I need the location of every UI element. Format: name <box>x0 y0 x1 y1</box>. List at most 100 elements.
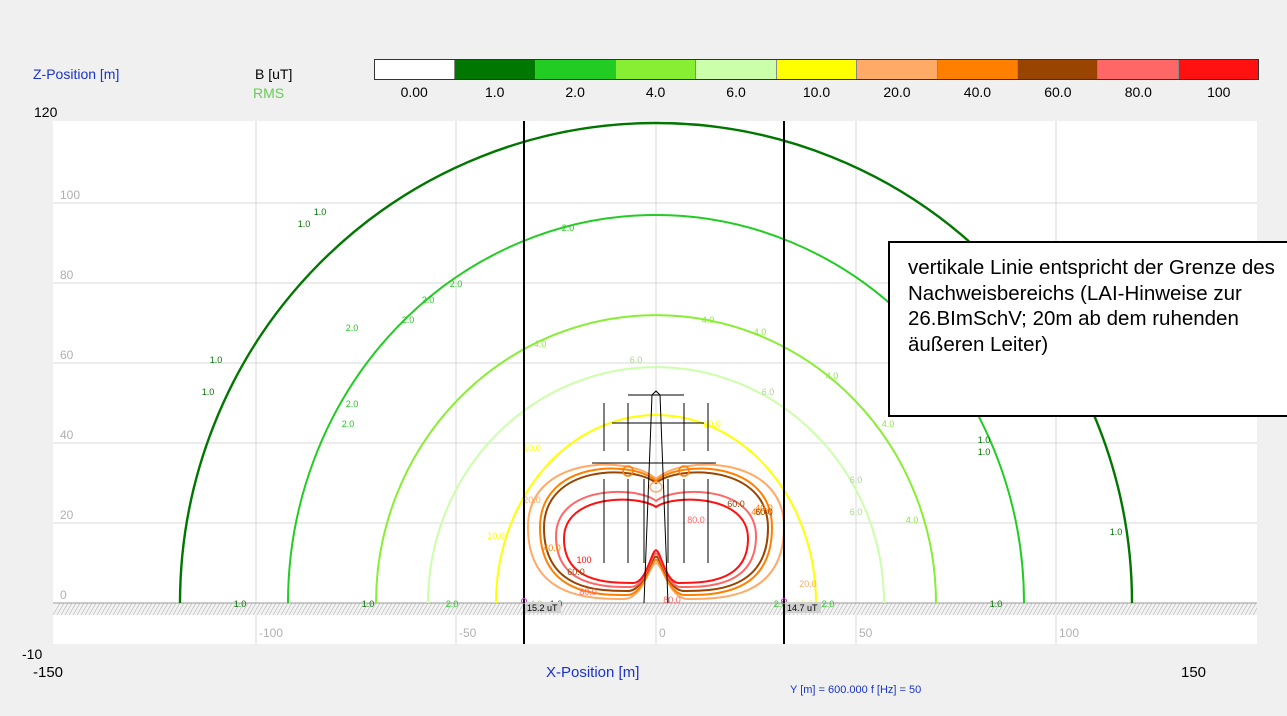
contour-label: 6.0 <box>850 507 863 517</box>
ground-hatch <box>53 602 1257 616</box>
legend-label: 20.0 <box>883 84 911 100</box>
y-axis-max-label: 120 <box>34 104 58 120</box>
ground-hatch-lines <box>53 602 1257 616</box>
contour-label: 60.0 <box>727 499 745 509</box>
plot-area: -100 -50 0 50 100 0 20 40 60 80 100 1.0 1.0 1.0 1.0 1.0… <box>53 121 1287 644</box>
contour-label: 1.0 <box>978 435 991 445</box>
y-tick-label: 0 <box>60 588 67 602</box>
contour-label: 4.0 <box>826 371 839 381</box>
x-tick-label: -100 <box>259 626 283 640</box>
contour-label: 2.0 <box>346 399 359 409</box>
contour-label: 1.0 <box>362 599 375 609</box>
contour-label: 2.0 <box>342 419 355 429</box>
tower-mast <box>643 390 669 604</box>
color-legend <box>374 59 1259 80</box>
conductor-loop <box>678 465 690 477</box>
y-tick-label: 60 <box>60 348 74 362</box>
tower <box>592 390 716 604</box>
legend-swatch <box>455 60 536 79</box>
ground-marker-box <box>785 602 821 613</box>
contour-10.0 <box>495 414 817 604</box>
contour-label: 4.0 <box>882 419 895 429</box>
legend-swatch <box>1017 60 1099 79</box>
contour-label: 20.0 <box>523 495 541 505</box>
x-tick-label: -50 <box>459 626 477 640</box>
contour-6.0 <box>427 366 885 604</box>
contour-label: 2.0 <box>822 599 835 609</box>
contour-label: 1.0 <box>314 207 327 217</box>
legend-swatch <box>857 60 938 79</box>
quantity-label: RMS <box>253 85 285 101</box>
contour-40.0 <box>538 467 774 597</box>
ground-marker-label: 15.2 uT <box>527 603 558 613</box>
contour-100 <box>562 498 750 585</box>
contour-4.0 <box>375 314 937 604</box>
center-loop <box>649 481 663 493</box>
contour-label: 1.0 <box>210 355 223 365</box>
contour-label: 6.0 <box>762 387 775 397</box>
legend-swatch <box>616 60 697 79</box>
contour-label: 6.0 <box>850 475 863 485</box>
contour-label: 20.0 <box>799 579 817 589</box>
legend-swatch <box>1178 60 1258 79</box>
contour-2.0 <box>287 214 1025 604</box>
contour-label: 10.0 <box>703 419 721 429</box>
contour-label: 2.0 <box>346 323 359 333</box>
contour-60.0 <box>542 471 770 593</box>
legend-swatch <box>375 60 456 79</box>
contour-label: 1.0 <box>234 599 247 609</box>
contour-label: 2.0 <box>562 223 575 233</box>
legend-swatch <box>937 60 1018 79</box>
ground-marker-box <box>525 602 561 613</box>
legend-label: 0.00 <box>400 84 428 100</box>
contour-label: 10.0 <box>523 443 541 453</box>
contour-label: 4.0 <box>534 339 547 349</box>
y-tick-label: 80 <box>60 268 74 282</box>
ground-marker-dot <box>521 598 527 604</box>
contour-label: 2.0 <box>446 599 459 609</box>
x-tick-label: 50 <box>859 626 873 640</box>
legend-swatch <box>1098 60 1179 79</box>
contour-80.0 <box>554 490 758 589</box>
legend-label: 40.0 <box>963 84 992 100</box>
contour-label: 1.0 <box>990 599 1003 609</box>
legend-label: 80.0 <box>1124 84 1152 100</box>
contour-label: 2.0 <box>402 315 415 325</box>
contour-label: 40.0 <box>543 543 561 553</box>
contour-label: 80.0 <box>687 515 705 525</box>
y-tick-label: 20 <box>60 508 74 522</box>
y-tick-label: 40 <box>60 428 74 442</box>
legend-swatch <box>776 60 858 79</box>
contour-label: 60.0 <box>755 507 773 517</box>
ground-marker-label: 14.7 uT <box>787 603 818 613</box>
legend-swatch <box>535 60 617 79</box>
legend-label: 10.0 <box>802 84 831 100</box>
y-axis-label: Z-Position [m] <box>33 66 120 82</box>
footer-info: Y [m] = 600.000 f [Hz] = 50 <box>790 684 922 696</box>
contour-label: 1.0 <box>978 447 991 457</box>
contour-label: 60.0 <box>567 567 585 577</box>
contour-label: 100 <box>576 555 591 565</box>
contour-label: 2.0 <box>422 295 435 305</box>
contour-label: 2.0 <box>450 279 463 289</box>
x-axis-label: X-Position [m] <box>546 664 640 681</box>
legend-label: 4.0 <box>645 84 666 100</box>
contour-label: 40.0 <box>755 503 773 513</box>
legend-label: 60.0 <box>1044 84 1072 100</box>
contour-label: 1.0 <box>1110 527 1123 537</box>
legend-label: 2.0 <box>565 84 585 100</box>
contour-label: 6.0 <box>630 355 643 365</box>
contour-label: 80.0 <box>579 587 597 597</box>
contour-label: 80.0 <box>663 595 681 605</box>
x-axis-min-label: -150 <box>33 664 64 681</box>
contour-label: 10.0 <box>487 531 505 541</box>
x-tick-label: 100 <box>1059 626 1079 640</box>
y-tick-label: 100 <box>60 188 80 202</box>
contour-label: 1.0 <box>298 219 311 229</box>
x-axis-max-label: 150 <box>1181 664 1207 681</box>
contour-label: 4.0 <box>754 327 767 337</box>
x-tick-label: 0 <box>659 626 666 640</box>
legend-label: 1.0 <box>484 84 505 100</box>
contour-20.0 <box>526 463 786 601</box>
ground-marker-dot <box>781 598 787 604</box>
